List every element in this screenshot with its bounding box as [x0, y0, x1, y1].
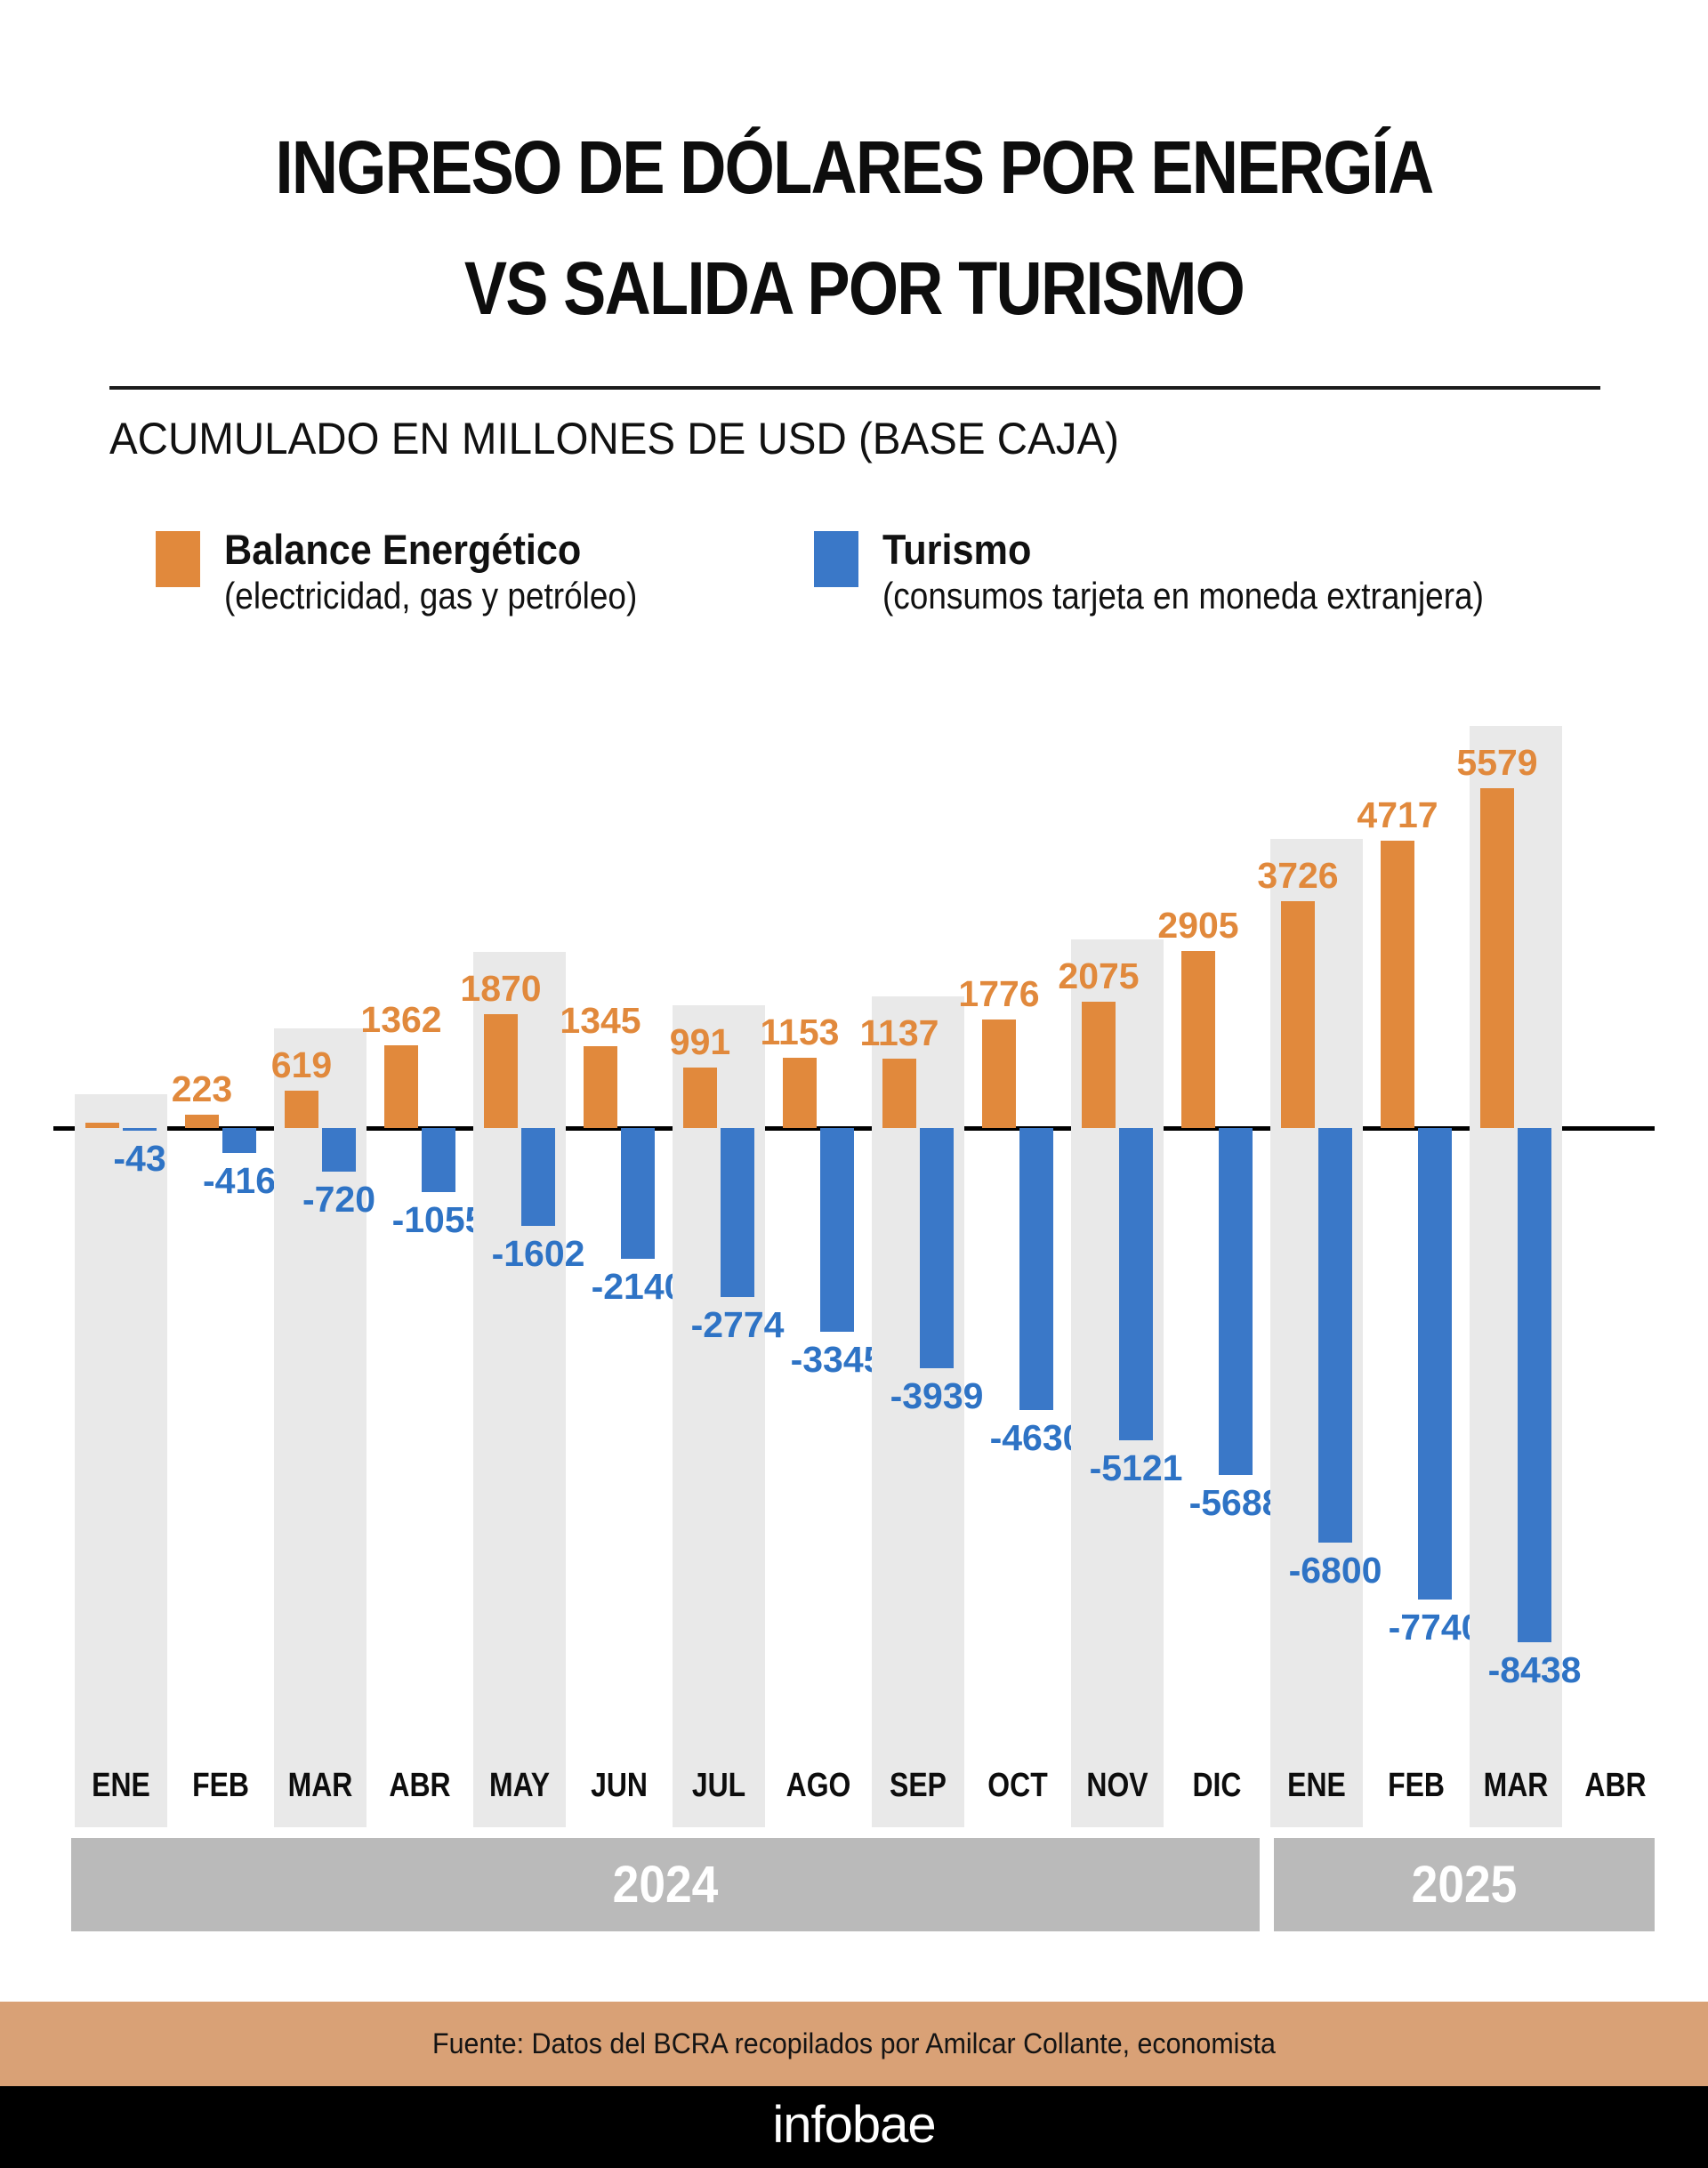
- energia-bar: [1381, 841, 1414, 1128]
- energia-bar: [484, 1014, 518, 1128]
- turismo-bar: [123, 1128, 157, 1131]
- energia-bar: [85, 1123, 119, 1128]
- year-label: 2024: [612, 1856, 719, 1914]
- turismo-value-label: -1602: [491, 1233, 585, 1274]
- energia-value-label: 1153: [760, 1011, 840, 1052]
- turismo-bar: [322, 1128, 356, 1172]
- energia-value-label: 2905: [1157, 905, 1239, 946]
- month-label: FEB: [1388, 1767, 1445, 1804]
- turismo-bar: [621, 1128, 655, 1259]
- turismo-bar: [1219, 1128, 1253, 1475]
- turismo-value-label: -3345: [790, 1339, 884, 1380]
- month-label: MAY: [488, 1767, 551, 1804]
- turismo-value-label: -5121: [1089, 1447, 1183, 1488]
- turismo-bar: [1518, 1128, 1551, 1642]
- source-text: Fuente: Datos del BCRA recopilados por A…: [432, 2027, 1276, 2059]
- month-label: ABR: [1584, 1767, 1647, 1804]
- energia-bar: [683, 1068, 717, 1128]
- month-label: FEB: [192, 1767, 249, 1804]
- turismo-bar: [1019, 1128, 1053, 1410]
- chart-subtitle: ACUMULADO EN MILLONES DE USD (BASE CAJA): [109, 414, 1119, 463]
- turismo-value-label: -2774: [690, 1304, 785, 1345]
- month-label: NOV: [1086, 1767, 1148, 1804]
- turismo-value-label: -43: [113, 1138, 166, 1179]
- turismo-value-label: -4630: [989, 1417, 1084, 1458]
- energia-value-label: 223: [171, 1068, 233, 1109]
- turismo-bar: [820, 1128, 854, 1332]
- energia-bar: [783, 1058, 817, 1128]
- month-label: AGO: [786, 1767, 851, 1804]
- turismo-value-label: -7740: [1388, 1607, 1482, 1648]
- energia-value-label: 1345: [560, 1000, 641, 1041]
- energia-bar: [285, 1091, 318, 1128]
- turismo-bar: [1418, 1128, 1452, 1600]
- turismo-value-label: -416: [202, 1160, 277, 1201]
- turismo-value-label: -2140: [591, 1266, 685, 1307]
- energia-value-label: 2075: [1058, 955, 1140, 996]
- turismo-bar: [1318, 1128, 1352, 1543]
- month-label: ABR: [389, 1767, 451, 1804]
- turismo-value-label: -3939: [890, 1375, 984, 1416]
- energia-value-label: 1776: [958, 973, 1040, 1014]
- column-stripe: [75, 1094, 167, 1827]
- month-label: OCT: [987, 1767, 1048, 1804]
- energia-bar: [982, 1020, 1016, 1128]
- energia-bar: [1082, 1002, 1116, 1128]
- infobae-logo: infobae: [772, 2096, 936, 2154]
- source-band: Fuente: Datos del BCRA recopilados por A…: [0, 2002, 1708, 2086]
- month-label: MAR: [287, 1767, 353, 1804]
- turismo-bar: [422, 1128, 455, 1192]
- legend-sublabel-turismo: (consumos tarjeta en moneda extranjera): [882, 575, 1484, 617]
- energia-bar: [1281, 901, 1315, 1128]
- energia-value-label: 4717: [1357, 794, 1438, 835]
- month-label: JUN: [591, 1767, 648, 1804]
- month-label: ENE: [1287, 1767, 1346, 1804]
- energia-bar: [584, 1046, 617, 1128]
- turismo-value-label: -6800: [1288, 1550, 1382, 1591]
- year-band: 2025: [1274, 1838, 1655, 1931]
- energia-value-label: 1137: [859, 1012, 939, 1053]
- month-label: DIC: [1192, 1767, 1242, 1804]
- legend-sublabel-energia: (electricidad, gas y petróleo): [224, 575, 638, 617]
- month-label: SEP: [890, 1767, 947, 1804]
- energia-bar: [1181, 951, 1215, 1128]
- legend-label-turismo: Turismo: [882, 526, 1032, 573]
- legend-label-energia: Balance Energético: [224, 526, 582, 573]
- energia-value-label: 991: [669, 1021, 731, 1062]
- turismo-value-label: -720: [302, 1179, 376, 1220]
- turismo-bar: [521, 1128, 555, 1226]
- energia-value-label: 5579: [1456, 742, 1538, 783]
- turismo-value-label: -5688: [1188, 1482, 1283, 1523]
- title-line-2: VS SALIDA POR TURISMO: [463, 246, 1245, 330]
- year-band: 2024: [71, 1838, 1260, 1931]
- turismo-value-label: -8438: [1487, 1649, 1582, 1690]
- energia-value-label: 3726: [1257, 855, 1339, 896]
- turismo-bar: [1119, 1128, 1153, 1440]
- energia-value-label: 619: [270, 1044, 333, 1085]
- energia-value-label: 1362: [360, 999, 442, 1040]
- energia-bar: [384, 1045, 418, 1128]
- legend-swatch-energia: [156, 531, 200, 587]
- energia-bar: [882, 1059, 916, 1128]
- turismo-bar: [222, 1128, 256, 1153]
- zero-axis-line: [53, 1126, 1655, 1131]
- energia-value-label: 1870: [460, 968, 542, 1009]
- turismo-value-label: -1055: [391, 1199, 486, 1240]
- energia-bar: [1480, 788, 1514, 1128]
- turismo-bar: [721, 1128, 754, 1297]
- month-label: MAR: [1483, 1767, 1549, 1804]
- title-divider: [109, 386, 1600, 390]
- turismo-bar: [920, 1128, 954, 1368]
- logo-band: infobae: [0, 2086, 1708, 2168]
- legend-swatch-turismo: [814, 531, 858, 587]
- year-label: 2025: [1411, 1856, 1518, 1914]
- month-label: JUL: [691, 1767, 746, 1804]
- title-line-1: INGRESO DE DÓLARES POR ENERGÍA: [275, 125, 1434, 209]
- month-label: ENE: [92, 1767, 150, 1804]
- energia-bar: [185, 1115, 219, 1128]
